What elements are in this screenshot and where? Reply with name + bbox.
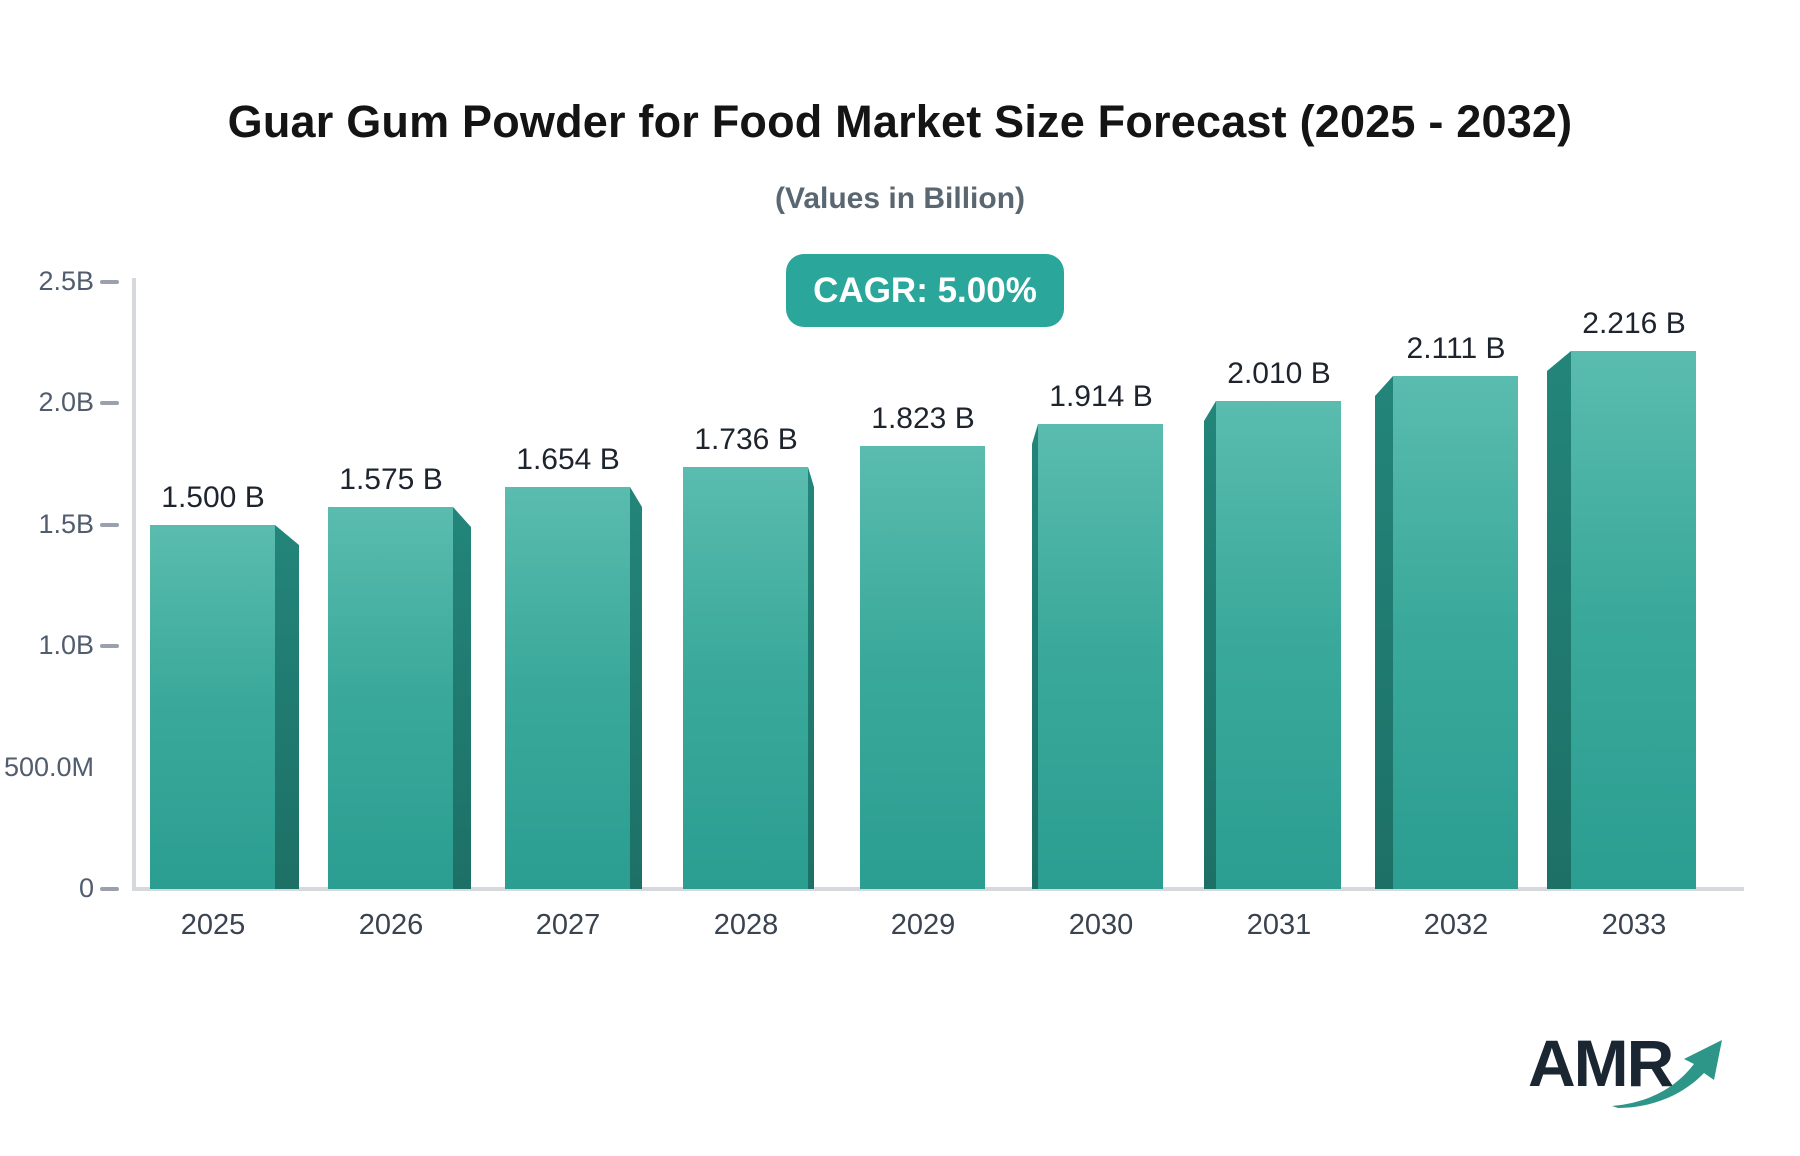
bar	[328, 507, 453, 889]
x-axis-label: 2032	[1423, 909, 1489, 941]
x-axis-label: 2026	[358, 909, 424, 941]
x-axis-label: 2031	[1246, 909, 1312, 941]
cagr-badge: CAGR: 5.00%	[786, 254, 1064, 327]
x-axis-label: 2030	[1068, 909, 1134, 941]
bar	[150, 525, 275, 889]
y-axis-label: 2.0B	[38, 387, 94, 417]
page-title: Guar Gum Powder for Food Market Size For…	[227, 96, 1573, 147]
x-axis-label: 2028	[713, 909, 779, 941]
x-axis-label: 2033	[1601, 909, 1667, 941]
bar	[505, 487, 630, 889]
bar	[1571, 351, 1696, 889]
x-axis-label: 2029	[890, 909, 956, 941]
y-axis-line	[132, 278, 136, 891]
bar	[683, 467, 808, 889]
bar-value-label: 1.823 B	[871, 402, 975, 435]
y-axis-label: 1.5B	[38, 509, 94, 539]
bar-side	[630, 487, 642, 889]
bar-value-label: 2.010 B	[1227, 357, 1331, 390]
bar-side	[453, 507, 471, 889]
growth-arrow-icon	[1612, 1040, 1722, 1108]
bar-value-label: 2.111 B	[1406, 332, 1506, 365]
y-axis-label: 2.5B	[38, 266, 94, 296]
bar-value-label: 1.575 B	[339, 463, 443, 496]
bar	[860, 446, 985, 889]
bar-value-label: 2.216 B	[1582, 307, 1686, 340]
bar-side	[275, 525, 299, 889]
bar-side	[1547, 351, 1571, 889]
y-axis-tick	[100, 644, 119, 648]
y-axis-label: 500.0M	[3, 752, 94, 782]
y-axis-tick	[100, 280, 119, 284]
bar-side	[1204, 401, 1216, 889]
y-axis-tick	[100, 401, 119, 405]
amr-logo: AMR	[1528, 1026, 1722, 1110]
bar	[1393, 376, 1518, 889]
bar	[1216, 401, 1341, 889]
x-axis-line	[132, 887, 1744, 891]
bar-side	[808, 467, 814, 889]
bar-value-label: 1.914 B	[1049, 380, 1153, 413]
bar	[1038, 424, 1163, 889]
x-axis-label: 2025	[180, 909, 246, 941]
x-axis-label: 2027	[535, 909, 601, 941]
bar-value-label: 1.500 B	[161, 481, 265, 514]
y-axis-tick	[100, 887, 119, 891]
bar-side	[1032, 424, 1038, 889]
y-axis-tick	[100, 523, 119, 527]
y-axis-label: 1.0B	[38, 630, 94, 660]
bar-value-label: 1.736 B	[694, 423, 798, 456]
bar-side	[1375, 376, 1393, 889]
page-subtitle: (Values in Billion)	[774, 182, 1026, 215]
y-axis-label: 0	[78, 873, 94, 903]
amr-logo-text: AMR	[1528, 1026, 1674, 1100]
bar-value-label: 1.654 B	[516, 443, 620, 476]
